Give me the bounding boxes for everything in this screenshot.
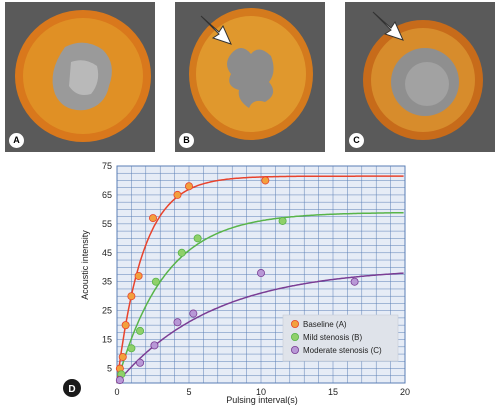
data-point-series-3 [350, 277, 359, 286]
fit-curve-series-1 [116, 175, 404, 384]
data-point-series-2 [127, 344, 136, 353]
y-tick-label: 45 [102, 248, 112, 258]
data-point-series-1 [134, 271, 143, 280]
y-tick-label: 35 [102, 277, 112, 287]
arrow-icon [372, 11, 404, 41]
legend-marker-3 [290, 345, 299, 354]
data-point-series-3 [189, 309, 198, 318]
echo-panel-b: B [175, 2, 325, 152]
legend-label-3: Moderate stenosis (C) [303, 346, 382, 355]
data-point-series-3 [256, 269, 265, 278]
svg-text:D: D [68, 384, 75, 395]
data-point-series-2 [151, 277, 160, 286]
saturation-curve-chart: 0 5 10 15 20 5 15 25 35 45 55 65 75 Acoustic intensi… [0, 155, 500, 411]
data-point-series-2 [278, 216, 287, 225]
data-point-series-3 [150, 341, 159, 350]
y-tick-label: 65 [102, 190, 112, 200]
legend-marker-1 [290, 319, 299, 328]
data-point-series-1 [173, 190, 182, 199]
fit-curve-series-3 [116, 272, 404, 384]
panel-label-c: C [349, 133, 364, 148]
x-tick-label: 15 [328, 387, 338, 397]
panel-label-a: A [9, 133, 24, 148]
figure-label-d: D [63, 379, 81, 397]
data-point-series-2 [136, 326, 145, 335]
data-point-series-1 [121, 321, 130, 330]
axis-ticks: 0 5 10 15 20 5 15 25 35 45 55 65 75 [102, 161, 410, 397]
y-axis-label: Acoustic intensity [80, 230, 90, 300]
legend-box [282, 314, 399, 362]
legend-label-1: Baseline (A) [303, 320, 347, 329]
fit-curves [116, 175, 404, 384]
y-tick-label: 15 [102, 335, 112, 345]
data-point-series-3 [173, 318, 182, 327]
y-tick-label: 25 [102, 306, 112, 316]
data-point-series-3 [136, 358, 145, 367]
legend: Baseline (A) Mild stenosis (B) Moderate st… [282, 314, 399, 362]
y-tick-label: 5 [107, 364, 112, 374]
data-point-series-1 [118, 352, 127, 361]
data-point-series-3 [115, 376, 124, 385]
data-points [115, 176, 359, 385]
data-point-series-1 [127, 292, 136, 301]
x-axis-label: Pulsing interval(s) [226, 395, 298, 405]
legend-marker-2 [290, 332, 299, 341]
y-tick-label: 55 [102, 219, 112, 229]
panel-label-b: B [179, 133, 194, 148]
x-tick-label: 5 [186, 387, 191, 397]
data-point-series-2 [177, 248, 186, 257]
x-tick-label: 10 [256, 387, 266, 397]
y-tick-label: 75 [102, 161, 112, 171]
data-point-series-1 [148, 214, 157, 223]
fit-curve-series-2 [116, 211, 404, 384]
legend-label-2: Mild stenosis (B) [303, 333, 362, 342]
echo-panel-c: C [345, 2, 495, 152]
echo-panel-a: A [5, 2, 155, 152]
data-point-series-1 [261, 176, 270, 185]
arrow-icon [200, 15, 232, 45]
x-tick-label: 20 [400, 387, 410, 397]
data-point-series-1 [184, 182, 193, 191]
data-point-series-2 [193, 234, 202, 243]
x-tick-label: 0 [114, 387, 119, 397]
